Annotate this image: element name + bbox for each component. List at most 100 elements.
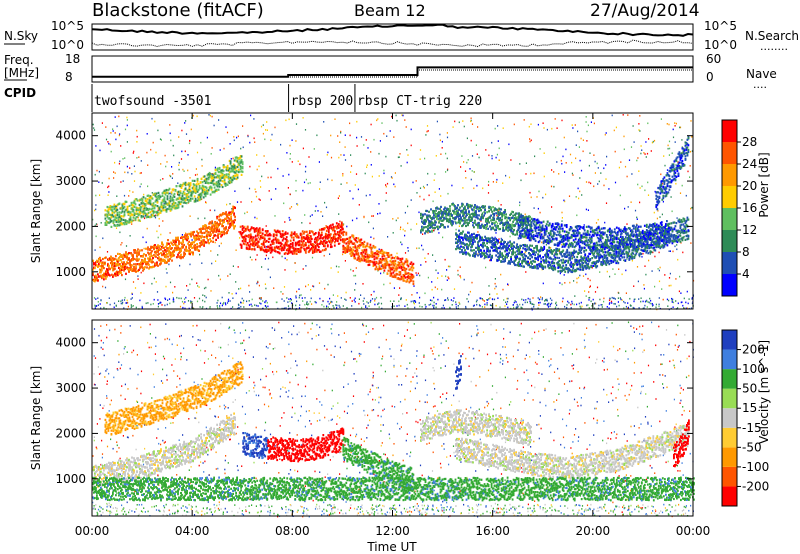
echo-cell — [149, 201, 152, 204]
scatter-point — [113, 177, 115, 179]
echo-cell — [113, 218, 116, 221]
echo-cell — [235, 177, 238, 181]
echo-cell — [117, 218, 120, 221]
echo-cell — [158, 195, 161, 198]
scatter-point — [639, 187, 641, 189]
echo-cell — [295, 243, 298, 246]
echo-cell — [313, 232, 316, 236]
scatter-point — [151, 117, 153, 120]
echo-cell — [198, 237, 200, 241]
scatter-point — [473, 187, 475, 190]
echo-cell — [217, 181, 220, 184]
echo-cell — [375, 256, 378, 259]
echo-cell — [123, 210, 126, 213]
scatter-point — [346, 225, 348, 228]
echo-cell — [218, 182, 221, 185]
echo-cell — [452, 203, 454, 206]
scatter-point — [207, 278, 209, 281]
echo-cell — [191, 251, 193, 254]
scatter-point — [394, 255, 397, 258]
scatter-point — [441, 288, 443, 291]
ground-scatter-point — [295, 304, 297, 307]
scatter-point — [322, 215, 324, 217]
ground-scatter-point — [287, 301, 289, 303]
echo-cell — [300, 236, 303, 239]
scatter-point — [580, 137, 582, 140]
echo-cell — [104, 223, 107, 226]
ground-scatter-point — [667, 305, 669, 307]
echo-cell — [452, 209, 454, 212]
ground-scatter-point — [453, 297, 455, 299]
ground-scatter-point — [120, 302, 122, 305]
scatter-point — [342, 174, 344, 177]
echo-cell — [340, 226, 343, 229]
echo-cell — [311, 244, 314, 248]
scatter-point — [141, 202, 144, 205]
ground-scatter-point — [491, 298, 493, 300]
echo-cell — [284, 242, 287, 245]
echo-cell — [132, 253, 134, 256]
echo-cell — [247, 244, 250, 247]
scatter-point — [201, 262, 203, 264]
scatter-point — [296, 290, 298, 293]
echo-cell — [215, 230, 217, 233]
scatter-point — [611, 114, 613, 117]
ground-scatter-point — [546, 298, 548, 301]
scatter-point — [204, 217, 206, 220]
echo-cell — [383, 254, 386, 258]
scatter-point — [665, 243, 667, 246]
scatter-point — [669, 250, 671, 252]
echo-cell — [207, 189, 210, 192]
ground-scatter-point — [202, 306, 204, 308]
scatter-point — [631, 259, 633, 262]
echo-cell — [115, 264, 117, 267]
ground-scatter-point — [333, 306, 335, 309]
echo-cell — [193, 189, 196, 192]
scatter-point — [290, 206, 293, 208]
echo-cell — [218, 228, 220, 231]
echo-cell — [166, 195, 169, 198]
scatter-point — [633, 285, 635, 287]
echo-cell — [302, 232, 305, 235]
scatter-point — [266, 121, 268, 123]
ground-scatter-point — [216, 305, 218, 307]
echo-cell — [300, 233, 303, 236]
echo-cell — [381, 258, 384, 261]
ground-scatter-point — [187, 300, 190, 302]
scatter-point — [406, 149, 408, 151]
echo-cell — [314, 247, 317, 250]
scatter-point — [674, 169, 676, 171]
echo-cell — [329, 243, 332, 246]
scatter-point — [237, 266, 239, 268]
echo-cell — [170, 251, 172, 255]
scatter-point — [133, 219, 135, 222]
scatter-point — [332, 294, 334, 296]
echo-cell — [190, 242, 192, 245]
echo-cell — [201, 188, 204, 192]
ground-scatter-point — [481, 306, 483, 308]
echo-cell — [240, 166, 243, 169]
echo-cell — [204, 195, 207, 198]
echo-cell — [116, 203, 119, 207]
echo-cell — [176, 237, 178, 240]
ground-scatter-point — [683, 307, 685, 309]
ground-scatter-point — [499, 306, 501, 308]
scatter-point — [690, 242, 692, 244]
echo-cell — [154, 200, 157, 203]
ground-scatter-point — [465, 305, 467, 308]
scatter-point — [140, 183, 142, 185]
echo-cell — [229, 181, 232, 184]
echo-cell — [112, 275, 114, 278]
scatter-point — [327, 283, 329, 286]
scatter-point — [183, 170, 185, 172]
echo-cell — [162, 206, 165, 209]
echo-cell — [326, 227, 329, 230]
scatter-point — [344, 159, 347, 161]
scatter-point — [214, 166, 216, 169]
echo-cell — [212, 173, 215, 176]
echo-cell — [115, 255, 117, 258]
echo-cell — [155, 252, 157, 255]
echo-cell — [130, 265, 132, 268]
echo-cell — [120, 215, 123, 218]
ground-scatter-point — [380, 296, 382, 299]
